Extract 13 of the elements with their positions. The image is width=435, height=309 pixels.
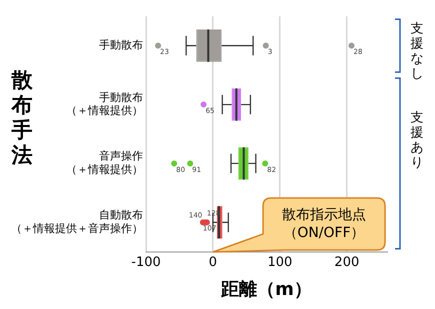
y-tick-label: 音声操作（＋情報提供） xyxy=(66,150,143,176)
text: 支援あり xyxy=(410,110,424,170)
x-tick-label: 200 xyxy=(334,254,360,270)
y-tick-label: 自動散布（＋情報提供＋音声操作） xyxy=(11,208,143,235)
y-tick-label: 手動散布（＋情報提供） xyxy=(66,90,143,118)
x-tick-label: -100 xyxy=(131,254,161,270)
y-axis-title: 散布手法 xyxy=(10,68,34,167)
x-axis-title: 距離（m） xyxy=(220,278,312,300)
x-tick-label: 100 xyxy=(267,254,292,270)
y-tick-label: 手動散布 xyxy=(99,38,143,52)
text: 支援なし xyxy=(410,22,424,82)
x-tick-label: 0 xyxy=(208,254,218,270)
annotation: 散布指示地点（ON/OFF） xyxy=(280,206,367,242)
